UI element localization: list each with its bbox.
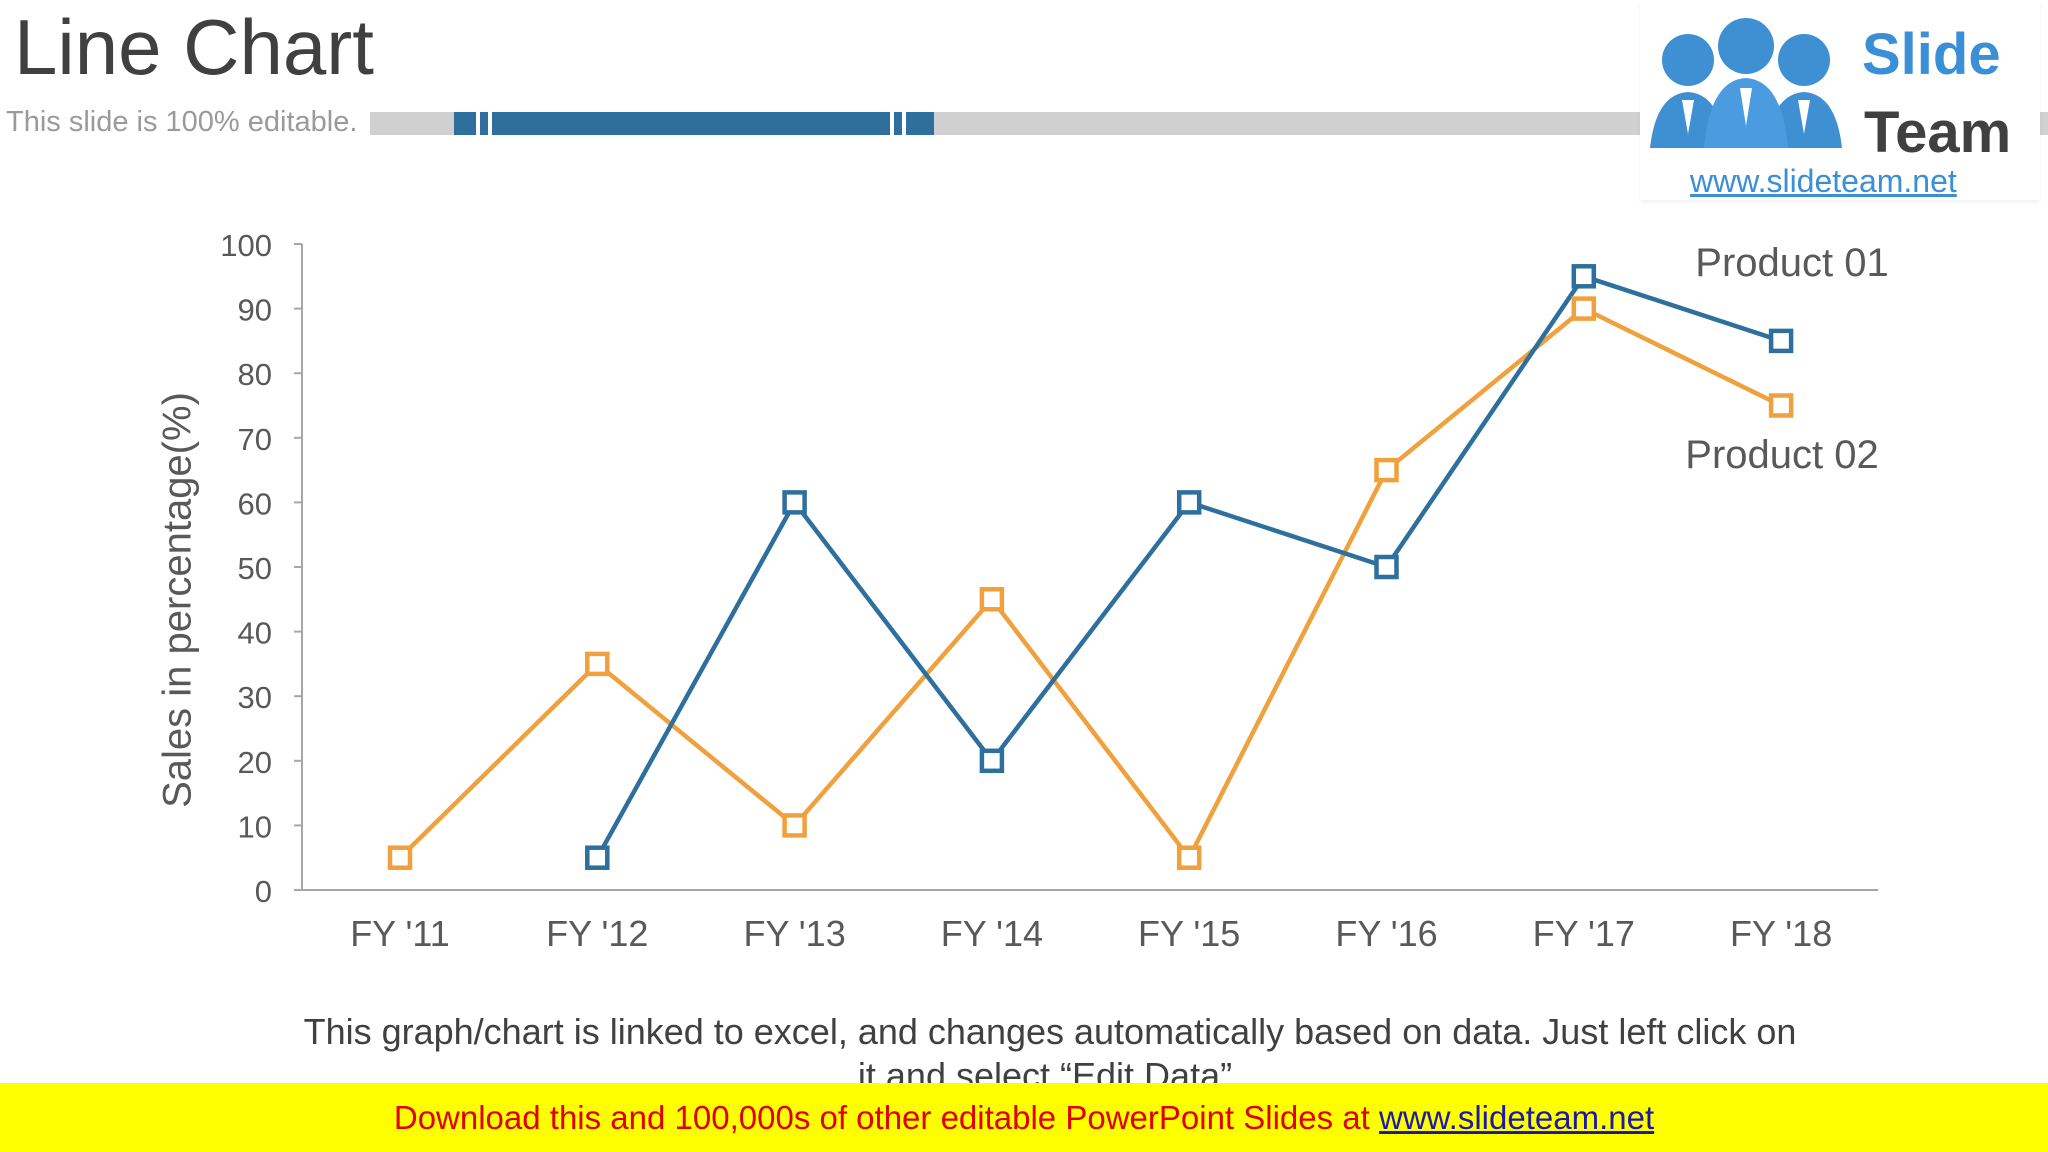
y-tick-label: 100 [220,228,272,263]
y-tick-label: 50 [238,551,272,586]
footer-text: Download this and 100,000s of other edit… [0,1101,2048,1134]
series-markers [387,264,1794,870]
x-tick-label: FY '13 [743,913,845,954]
data-point-marker [1768,393,1794,418]
data-point-marker [1768,328,1794,354]
logo-word-slide: Slide [1862,22,2001,87]
y-tick-label: 90 [238,293,272,328]
x-tick-label: FY '14 [941,913,1043,954]
footer-message: Download this and 100,000s of other edit… [393,1099,1379,1136]
series-line-2 [398,306,1783,860]
y-tick-label: 30 [238,680,272,715]
series-lines [398,274,1783,860]
series-label-2: Product 02 [1685,433,1878,477]
data-point-marker [1374,554,1399,580]
y-tick-label: 60 [238,486,272,521]
x-tick-label: FY '15 [1138,913,1240,954]
data-point-marker [979,587,1005,612]
data-point-marker [1176,490,1202,515]
x-tick-labels: FY '11 FY '12 FY '13 FY '14 FY '15 FY '16 FY '… [350,913,1832,954]
data-point-marker [1176,845,1202,870]
x-tick-label: FY '17 [1533,913,1635,954]
data-point-marker [1374,457,1399,483]
y-tick-label: 0 [255,874,272,909]
data-point-marker [585,651,610,677]
people-icon [1650,18,1842,148]
x-tick-label: FY '11 [350,913,450,954]
data-point-marker [1571,264,1597,289]
y-tick-label: 80 [238,357,272,392]
data-point-marker [782,490,807,515]
x-tick-label: FY '12 [546,913,648,954]
slideteam-logo[interactable]: Slide Team www.slideteam.net [1640,0,2040,200]
y-axis-title: Sales in percentage(%) [155,392,200,808]
footer-banner: Download this and 100,000s of other edit… [0,1083,2048,1152]
data-point-marker [1571,296,1597,321]
data-point-marker [782,813,807,838]
series-label-1: Product 01 [1695,241,1888,285]
x-tick-label: FY '16 [1335,913,1437,954]
page-title: Line Chart [14,3,374,91]
y-tick-label: 10 [238,809,272,844]
series-line-1 [595,274,1782,859]
logo-url-link[interactable]: www.slideteam.net [1690,163,1957,199]
x-tick-label: FY '18 [1730,913,1832,954]
y-tick-labels: 0 10 20 30 40 50 60 70 80 90 100 [220,228,272,909]
chart-note: This graph/chart is linked to excel, and… [303,1011,1797,1086]
y-tick-label: 20 [238,745,272,780]
y-tick-label: 40 [238,616,272,651]
page-subtitle: This slide is 100% editable. [6,106,358,138]
logo-word-team: Team [1864,100,2012,165]
data-point-marker [387,845,413,870]
data-point-marker [979,748,1005,774]
chart-axes [294,243,1878,891]
data-point-marker [585,845,610,870]
y-tick-label: 70 [238,422,272,457]
series-labels: Product 01 Product 02 [1685,241,1888,477]
footer-link[interactable]: www.slideteam.net [1379,1099,1655,1136]
